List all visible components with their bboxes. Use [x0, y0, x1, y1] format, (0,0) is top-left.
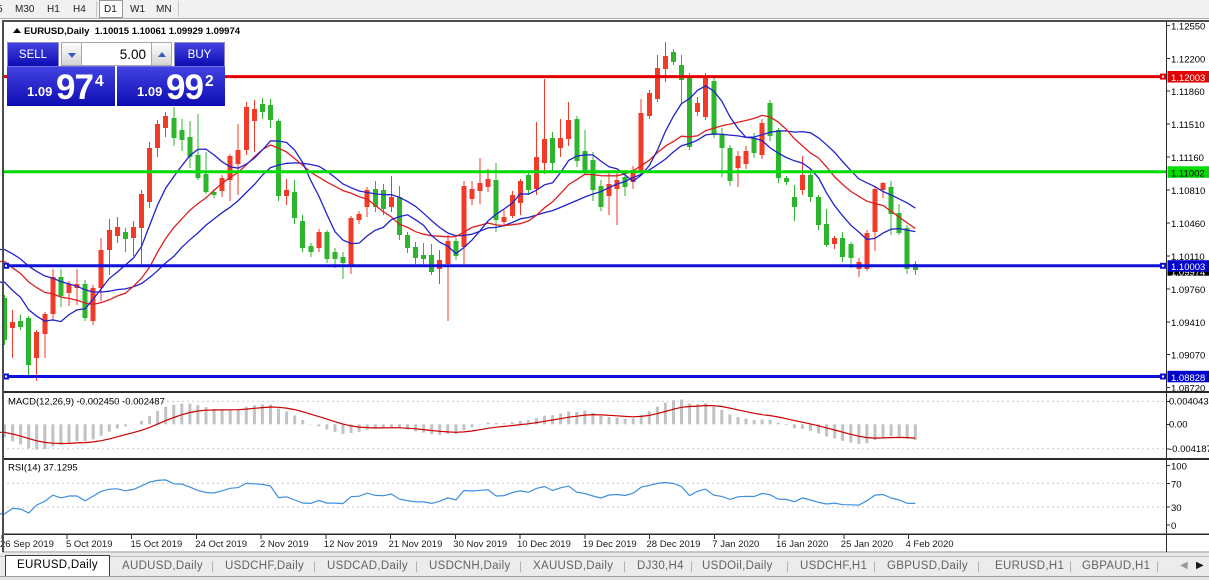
- svg-text:1.08720: 1.08720: [1171, 384, 1205, 395]
- svg-text:1.08828: 1.08828: [1171, 373, 1205, 384]
- svg-text:1.12550: 1.12550: [1171, 22, 1205, 33]
- svg-text:30 Nov 2019: 30 Nov 2019: [453, 539, 507, 550]
- svg-text:0.004043: 0.004043: [1169, 397, 1209, 408]
- svg-text:30: 30: [1171, 503, 1182, 514]
- svg-text:1.10460: 1.10460: [1171, 219, 1205, 230]
- svg-text:10 Dec 2019: 10 Dec 2019: [517, 539, 571, 550]
- svg-text:MACD(12,26,9) -0.002450 -0.002: MACD(12,26,9) -0.002450 -0.002487: [8, 397, 165, 408]
- svg-text:1.11160: 1.11160: [1171, 153, 1204, 164]
- svg-text:1.09974: 1.09974: [1171, 267, 1205, 278]
- svg-text:1.11002: 1.11002: [1171, 168, 1205, 179]
- svg-text:RSI(14) 37.1295: RSI(14) 37.1295: [8, 463, 78, 474]
- svg-text:1.10110: 1.10110: [1171, 252, 1205, 263]
- svg-text:25 Jan 2020: 25 Jan 2020: [841, 539, 893, 550]
- svg-text:7 Jan 2020: 7 Jan 2020: [712, 539, 759, 550]
- svg-text:100: 100: [1171, 462, 1187, 473]
- svg-text:1.09410: 1.09410: [1171, 318, 1205, 329]
- svg-text:1.11860: 1.11860: [1171, 87, 1205, 98]
- svg-text:2 Nov 2019: 2 Nov 2019: [260, 539, 309, 550]
- svg-text:19 Dec 2019: 19 Dec 2019: [583, 539, 637, 550]
- svg-text:1.12200: 1.12200: [1171, 55, 1205, 66]
- svg-text:70: 70: [1171, 479, 1182, 490]
- svg-text:1.09070: 1.09070: [1171, 351, 1205, 362]
- svg-text:1.10810: 1.10810: [1171, 186, 1205, 197]
- svg-text:12 Nov 2019: 12 Nov 2019: [324, 539, 378, 550]
- svg-text:1.12003: 1.12003: [1171, 73, 1205, 84]
- svg-text:1.11510: 1.11510: [1171, 120, 1205, 131]
- svg-text:0: 0: [1171, 521, 1176, 532]
- svg-text:4 Feb 2020: 4 Feb 2020: [906, 539, 954, 550]
- svg-text:1.10003: 1.10003: [1171, 262, 1205, 273]
- svg-text:15 Oct 2019: 15 Oct 2019: [131, 539, 183, 550]
- svg-text:26 Sep 2019: 26 Sep 2019: [0, 539, 54, 550]
- svg-text:28 Dec 2019: 28 Dec 2019: [647, 539, 701, 550]
- svg-text:24 Oct 2019: 24 Oct 2019: [195, 539, 247, 550]
- svg-text:0.00: 0.00: [1169, 420, 1188, 431]
- svg-text:1.09760: 1.09760: [1171, 285, 1205, 296]
- svg-text:-0.004187: -0.004187: [1169, 444, 1209, 455]
- svg-text:21 Nov 2019: 21 Nov 2019: [389, 539, 443, 550]
- svg-text:5 Oct 2019: 5 Oct 2019: [66, 539, 112, 550]
- svg-text:16 Jan 2020: 16 Jan 2020: [776, 539, 828, 550]
